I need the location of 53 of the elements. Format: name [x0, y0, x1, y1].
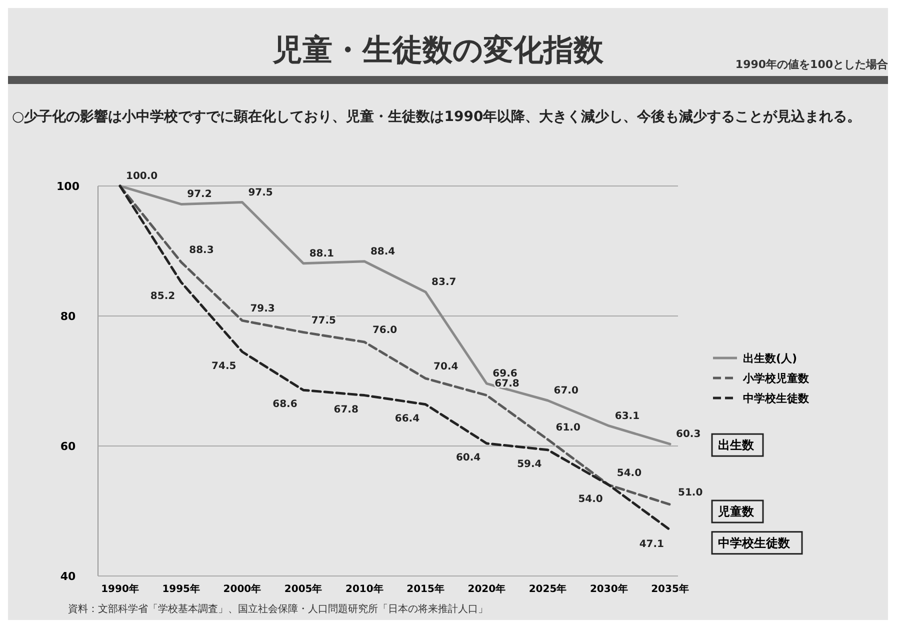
data-label: 74.5	[212, 360, 236, 372]
y-tick-label: 40	[60, 570, 76, 583]
data-label: 77.5	[311, 315, 336, 326]
data-label: 63.1	[614, 410, 640, 422]
data-label: 68.6	[272, 399, 298, 410]
data-label: 85.2	[150, 291, 176, 302]
chart-title: 児童・生徒数の変化指数	[272, 33, 604, 68]
y-tick-label: 60	[60, 440, 76, 453]
data-label: 88.4	[370, 246, 396, 258]
data-label: 61.0	[556, 422, 580, 434]
text: 資料：文部科学省「学校基本調査」、国立社会保障・人口問題研究所「日本の将来推計人口」	[68, 603, 488, 615]
legend-label: 出生数(人)	[743, 352, 798, 365]
x-tick-label: 2005年	[284, 583, 322, 595]
data-label: 47.1	[639, 538, 664, 550]
y-tick-label: 80	[60, 310, 76, 323]
x-tick-label: 2000年	[223, 583, 262, 595]
data-label: 67.8	[334, 404, 358, 416]
data-label: 66.4	[394, 413, 420, 424]
x-tick-label: 2010年	[346, 583, 384, 595]
data-label: 60.4	[456, 452, 481, 464]
data-label: 67.0	[554, 386, 578, 396]
x-tick-label: 2030年	[590, 583, 628, 595]
data-label: 79.3	[250, 304, 275, 315]
data-label: 76.0	[372, 325, 398, 336]
x-tick-label: 2035年	[651, 583, 689, 595]
data-label: 100.0	[126, 171, 158, 182]
data-label: 88.3	[189, 245, 214, 256]
x-tick-label: 1995年	[162, 583, 200, 595]
y-tick-label: 100	[56, 180, 80, 193]
data-label: 97.2	[187, 189, 212, 200]
data-label: 97.5	[248, 187, 273, 198]
data-label: 54.0	[616, 468, 642, 479]
text: 出生数	[718, 438, 755, 452]
legend-label: 小学校児童数	[742, 372, 810, 385]
text: 中学校生徒数	[718, 536, 791, 550]
data-label: 88.1	[309, 248, 334, 260]
data-label: 59.4	[517, 458, 542, 470]
text: ○少子化の影響は小中学校ですでに顕在化しており、児童・生徒数は1990年以降、大きく減少し、今後も減少することが見込まれる。	[12, 108, 862, 126]
line-series	[118, 184, 672, 446]
legend-label: 中学校生徒数	[743, 392, 810, 405]
data-label: 67.8	[494, 378, 520, 390]
data-label: 54.0	[578, 494, 603, 505]
text: 1990年の値を100とした場合	[735, 58, 889, 71]
text: 児童数	[717, 504, 755, 518]
data-label: 69.6	[492, 368, 518, 380]
x-tick-label: 1990年	[101, 583, 139, 595]
data-label: 83.7	[432, 276, 456, 288]
data-label: 51.0	[678, 488, 703, 498]
x-tick-label: 2025年	[528, 583, 567, 595]
data-label: 70.4	[434, 361, 458, 372]
x-tick-label: 2020年	[468, 583, 506, 595]
x-tick-label: 2015年	[406, 583, 444, 595]
data-label: 60.3	[676, 429, 701, 440]
